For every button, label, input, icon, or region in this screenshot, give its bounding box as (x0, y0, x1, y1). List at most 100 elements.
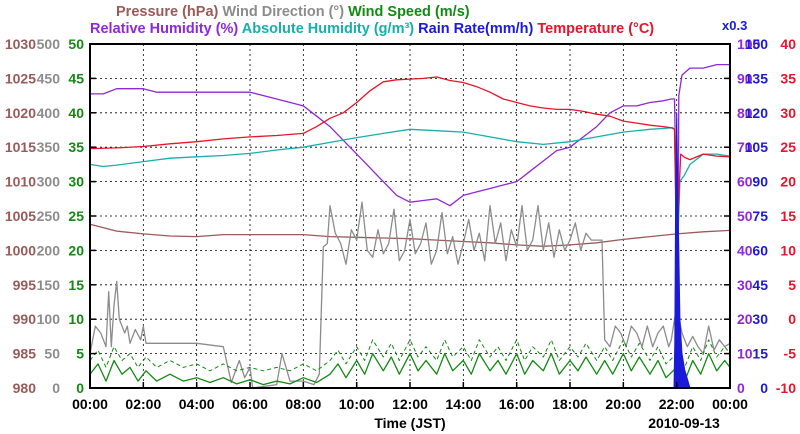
rain-scale-note: x0.3 (722, 18, 747, 33)
pressure-axis-tick-label: 1000 (5, 242, 36, 258)
rain-rate-axis-tick-label: 60 (752, 242, 768, 258)
temperature-axis-tick-label: 30 (780, 105, 796, 121)
wind-direction-axis-tick-label: 400 (37, 105, 61, 121)
x-tick-label: 20:00 (605, 396, 641, 412)
rain-rate-axis-tick-label: 90 (752, 174, 768, 190)
pressure-axis-tick-label: 1010 (5, 174, 36, 190)
relative-humidity-axis-tick-label: 10 (737, 346, 753, 362)
rain-rate-axis-tick-label: 150 (745, 36, 769, 52)
series-relative-humidity-line (90, 63, 730, 375)
wind-speed-axis-tick-label: 40 (68, 105, 84, 121)
relative-humidity-axis-tick-label: 70 (737, 139, 753, 155)
legend-row: Relative Humidity (%) Absolute Humidity … (90, 21, 654, 37)
wind-speed-axis-tick-label: 30 (68, 174, 84, 190)
rain-rate-axis-tick-label: 30 (752, 311, 768, 327)
rain-rate-axis-tick-label: 135 (745, 70, 769, 86)
rain-rate-axis-tick-label: 15 (752, 346, 768, 362)
wind-direction-axis-tick-label: 450 (37, 70, 61, 86)
wind-direction-axis-tick-label: 300 (37, 174, 61, 190)
pressure-axis-tick-label: 1025 (5, 70, 36, 86)
legend: Pressure (hPa) Wind Direction (°) Wind S… (90, 4, 654, 37)
temperature-axis-tick-label: 35 (780, 70, 796, 86)
x-tick-label: 00:00 (72, 396, 108, 412)
wind-speed-axis-tick-label: 20 (68, 242, 84, 258)
wind-speed-axis-tick-label: 50 (68, 36, 84, 52)
wind-speed-axis-tick-label: 10 (68, 311, 84, 327)
temperature-axis-tick-label: 20 (780, 174, 796, 190)
x-axis-title: Time (JST) (374, 415, 445, 431)
x-tick-label: 22:00 (659, 396, 695, 412)
rain-rate-axis-tick-label: 0 (760, 380, 768, 396)
temperature-axis-tick-label: 5 (788, 277, 796, 293)
x-tick-label: 04:00 (179, 396, 215, 412)
wind-direction-axis-tick-label: 500 (37, 36, 61, 52)
series-wind-direction-line (89, 201, 731, 389)
temperature-axis-tick-label: -5 (784, 346, 797, 362)
wind-direction-axis-tick-label: 250 (37, 208, 61, 224)
axes-layer: 9809859909951000100510101015102010251030… (5, 36, 796, 412)
rain-rate-axis-tick-label: 45 (752, 277, 768, 293)
legend-row: Pressure (hPa) Wind Direction (°) Wind S… (116, 4, 470, 20)
pressure-axis-tick-label: 1005 (5, 208, 36, 224)
relative-humidity-axis-tick-label: 100 (737, 36, 761, 52)
x-tick-label: 16:00 (499, 396, 535, 412)
x-tick-label: 10:00 (339, 396, 375, 412)
wind-direction-axis-tick-label: 150 (37, 277, 61, 293)
wind-speed-axis-tick-label: 0 (76, 380, 84, 396)
relative-humidity-axis-tick-label: 60 (737, 174, 753, 190)
temperature-axis-tick-label: 40 (780, 36, 796, 52)
legend-item: Rain Rate(mm/h) (414, 21, 533, 37)
pressure-axis-tick-label: 990 (13, 311, 37, 327)
x-tick-label: 08:00 (285, 396, 321, 412)
legend-item: Pressure (hPa) (116, 4, 219, 20)
wind-direction-axis-tick-label: 0 (52, 380, 60, 396)
series-layer (89, 63, 731, 389)
x-tick-label: 00:00 (712, 396, 748, 412)
pressure-axis-tick-label: 1030 (5, 36, 36, 52)
x-tick-label: 02:00 (125, 396, 161, 412)
temperature-axis-tick-label: 15 (780, 208, 796, 224)
wind-direction-axis-tick-label: 50 (44, 346, 60, 362)
pressure-axis-tick-label: 985 (13, 346, 37, 362)
relative-humidity-axis-tick-label: 20 (737, 311, 753, 327)
rain-rate-axis-tick-label: 105 (745, 139, 769, 155)
wind-direction-axis-tick-label: 200 (37, 242, 61, 258)
series-pressure-hpa-line (89, 223, 731, 247)
legend-item: Absolute Humidity (g/m³) (238, 21, 414, 37)
temperature-axis-tick-label: 10 (780, 242, 796, 258)
wind-speed-axis-tick-label: 5 (76, 346, 84, 362)
relative-humidity-axis-tick-label: 40 (737, 242, 753, 258)
temperature-axis-tick-label: 0 (788, 311, 796, 327)
wind-speed-axis-tick-label: 35 (68, 139, 84, 155)
wind-speed-axis-tick-label: 15 (68, 277, 84, 293)
relative-humidity-axis-tick-label: 90 (737, 70, 753, 86)
legend-item: Wind Speed (m/s) (344, 4, 470, 20)
date-label: 2010-09-13 (648, 415, 720, 431)
x-tick-label: 12:00 (392, 396, 428, 412)
series-wind-speed-m-s-line (89, 352, 731, 386)
x-tick-label: 18:00 (552, 396, 588, 412)
temperature-axis-tick-label: -10 (776, 380, 796, 396)
x-tick-label: 14:00 (445, 396, 481, 412)
rain-rate-axis-tick-label: 120 (745, 105, 769, 121)
pressure-axis-tick-label: 995 (13, 277, 37, 293)
wind-direction-axis-tick-label: 350 (37, 139, 61, 155)
legend-item: Relative Humidity (%) (90, 21, 238, 37)
relative-humidity-axis-tick-label: 0 (737, 380, 745, 396)
temperature-axis-tick-label: 25 (780, 139, 796, 155)
rain-rate-axis-tick-label: 75 (752, 208, 768, 224)
series-wind-speed-gust-line (89, 339, 731, 372)
wind-direction-axis-tick-label: 100 (37, 311, 61, 327)
legend-item: Wind Direction (°) (218, 4, 344, 20)
wind-speed-axis-tick-label: 25 (68, 208, 84, 224)
wind-speed-axis-tick-label: 45 (68, 70, 84, 86)
x-tick-label: 06:00 (232, 396, 268, 412)
relative-humidity-axis-tick-label: 50 (737, 208, 753, 224)
legend-item: Temperature (°C) (533, 21, 654, 37)
relative-humidity-axis-tick-label: 30 (737, 277, 753, 293)
pressure-axis-tick-label: 1020 (5, 105, 36, 121)
pressure-axis-tick-label: 980 (13, 380, 37, 396)
pressure-axis-tick-label: 1015 (5, 139, 36, 155)
